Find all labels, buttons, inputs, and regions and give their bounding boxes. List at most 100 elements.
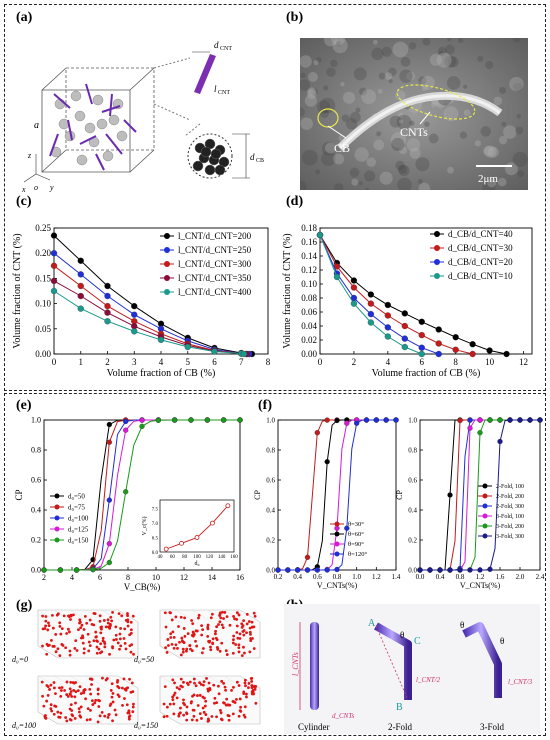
scatter-point bbox=[235, 618, 239, 621]
data-point bbox=[123, 489, 129, 495]
sem-grain bbox=[447, 56, 459, 68]
cube-grid bbox=[207, 609, 229, 623]
y-tick-label: 0.8 bbox=[266, 446, 275, 454]
legend-entry: d₀=100 bbox=[68, 514, 89, 522]
legend-marker bbox=[164, 261, 170, 267]
scatter-point bbox=[46, 628, 50, 632]
scatter-point bbox=[96, 688, 100, 692]
x-tick-label: 6 bbox=[420, 357, 425, 367]
scatter-point bbox=[68, 718, 72, 721]
sem-grain bbox=[388, 79, 393, 84]
scatter-point bbox=[225, 615, 229, 619]
scatter-point bbox=[68, 649, 72, 653]
cb-particle bbox=[214, 164, 226, 176]
legend-marker bbox=[482, 523, 488, 529]
sem-grain bbox=[346, 118, 358, 130]
scatter-point bbox=[82, 628, 86, 631]
scatter-point bbox=[101, 636, 105, 640]
chart-e: 2 4 6 8 10 12 14 16 0.0 0.2 0.4 0.6 0.8 1.0 V_CB(%) CP d… bbox=[14, 416, 244, 592]
scatter-point bbox=[177, 625, 180, 628]
scatter-point bbox=[243, 681, 247, 685]
h-caption-3fold: 3-Fold bbox=[480, 722, 505, 732]
scatter-point bbox=[127, 717, 131, 721]
scatter-point bbox=[124, 647, 128, 651]
x-tick-label: 7 bbox=[239, 357, 244, 367]
scatter-point bbox=[86, 707, 90, 711]
data-point bbox=[417, 567, 423, 573]
legend-marker bbox=[434, 259, 440, 265]
scatter-point bbox=[200, 633, 204, 637]
a-lcnt-label: l bbox=[214, 84, 217, 94]
scatter-point bbox=[217, 623, 220, 626]
legend-entry: d_CB/d_CNT=40 bbox=[448, 229, 513, 239]
scatter-point bbox=[214, 636, 218, 640]
scatter-point bbox=[165, 651, 169, 654]
sem-grain bbox=[354, 147, 369, 162]
scatter-point bbox=[235, 631, 239, 634]
legend-marker bbox=[54, 493, 60, 499]
scatter-point bbox=[230, 688, 233, 692]
scatter-point bbox=[111, 646, 115, 650]
scatter-point bbox=[228, 623, 232, 627]
data-point bbox=[131, 302, 138, 310]
data-point bbox=[74, 567, 80, 573]
x-tick-label: 10 bbox=[152, 573, 160, 582]
scatter-point bbox=[125, 703, 129, 707]
scatter-point bbox=[244, 684, 247, 688]
scatter-point bbox=[106, 621, 110, 625]
scatter-point bbox=[180, 636, 184, 640]
scatter-point bbox=[127, 715, 131, 719]
cube-grid bbox=[159, 675, 181, 689]
scatter-point bbox=[110, 682, 114, 686]
legend-entry: 3-Fold, 100 bbox=[496, 514, 524, 520]
sem-grain bbox=[379, 171, 393, 185]
scatter-point bbox=[76, 689, 80, 693]
sem-grain bbox=[436, 52, 452, 68]
scatter-point bbox=[69, 703, 73, 707]
x-tick-label: 0.2 bbox=[274, 573, 283, 581]
scatter-point bbox=[249, 639, 253, 643]
data-point bbox=[50, 232, 58, 239]
scatter-point bbox=[206, 635, 210, 638]
panel-a-schematic: a d CNT l CNT d CB x o y z bbox=[21, 40, 264, 194]
x-axis-label: V_CNTs(%) bbox=[317, 581, 358, 590]
data-point bbox=[467, 425, 473, 431]
axis-x-label: x bbox=[21, 185, 26, 194]
sem-grain bbox=[394, 90, 406, 101]
legend-entry: d_CB/d_CNT=10 bbox=[448, 271, 513, 281]
scatter-point bbox=[78, 620, 82, 624]
data-point bbox=[240, 350, 248, 358]
scatter-point bbox=[45, 652, 49, 656]
scatter-point bbox=[122, 637, 126, 640]
scatter-point bbox=[239, 705, 243, 709]
scatter-point bbox=[249, 632, 252, 636]
sem-grain bbox=[306, 89, 317, 99]
scatter-point bbox=[201, 628, 205, 632]
sem-cnts-label: CNTs bbox=[400, 125, 428, 139]
scatter-point bbox=[208, 688, 212, 691]
y-axis-label: Volume fraction of CNT (%) bbox=[282, 233, 293, 348]
scatter-point bbox=[194, 639, 197, 643]
data-point bbox=[50, 262, 58, 269]
data-point bbox=[393, 417, 399, 423]
scatter-point bbox=[109, 615, 113, 619]
inset-x-tick: 160 bbox=[230, 555, 238, 560]
x-tick-label: 8 bbox=[126, 573, 130, 582]
scatter-point bbox=[108, 652, 111, 656]
y-tick-label: 0.00 bbox=[35, 349, 51, 359]
y-tick-label: 0.8 bbox=[408, 446, 417, 454]
sem-grain bbox=[397, 177, 412, 190]
scatter-point bbox=[63, 689, 66, 692]
scatter-point bbox=[79, 626, 83, 630]
scatter-point bbox=[220, 718, 224, 722]
cb-sphere bbox=[84, 122, 96, 134]
y-tick-label: 0.2 bbox=[408, 536, 417, 544]
scatter-point bbox=[59, 689, 63, 692]
x-tick-label: 3 bbox=[132, 357, 137, 367]
scatter-point bbox=[52, 644, 56, 648]
scatter-point bbox=[123, 687, 127, 691]
scatter-point bbox=[242, 619, 246, 623]
sem-grain bbox=[418, 182, 431, 190]
scatter-point bbox=[242, 633, 246, 637]
sem-grain bbox=[400, 56, 411, 67]
